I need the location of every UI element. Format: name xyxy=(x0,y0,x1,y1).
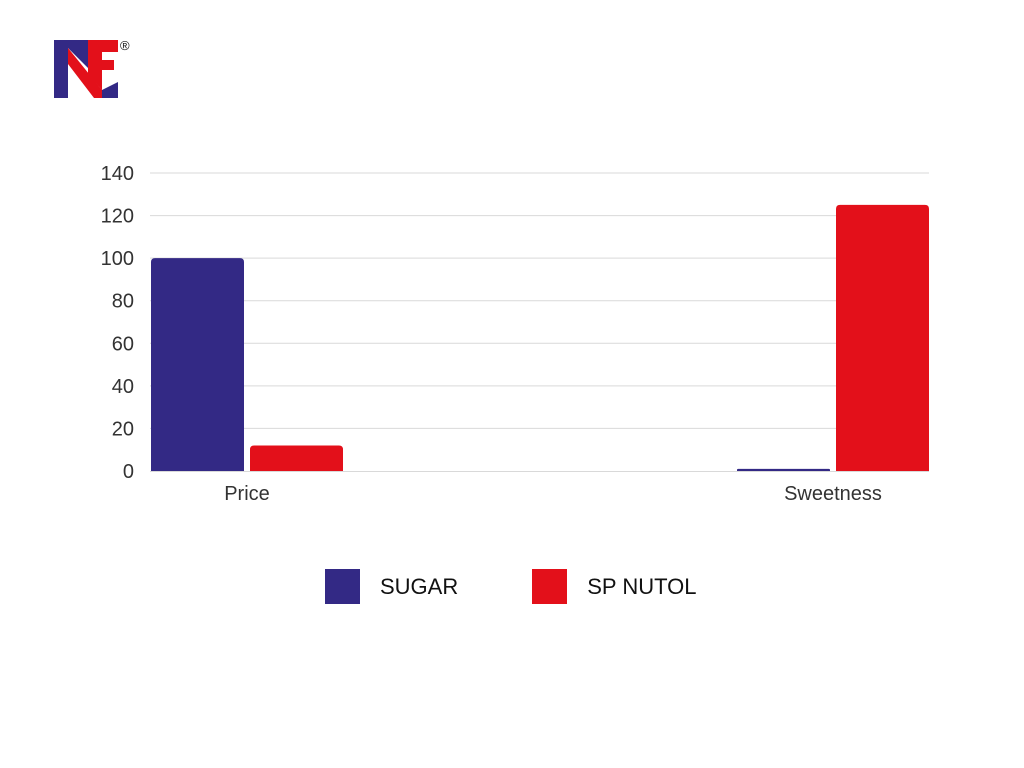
legend-label-sugar: SUGAR xyxy=(380,573,459,599)
legend-item-sp-nutol: SP NUTOL xyxy=(532,569,696,604)
x-axis-categories: Price Sweetness xyxy=(224,483,882,505)
legend-item-sugar: SUGAR xyxy=(325,569,458,604)
y-tick-label: 20 xyxy=(112,418,134,440)
bar-sugar-sweetness xyxy=(737,468,830,471)
bars xyxy=(151,204,929,471)
y-tick-label: 120 xyxy=(101,206,134,228)
registered-mark: ® xyxy=(120,38,130,53)
nf-brand-logo-icon: ® xyxy=(54,38,130,98)
bar-sp-nutol-sweetness xyxy=(836,204,929,471)
y-tick-label: 140 xyxy=(101,163,134,185)
y-tick-label: 40 xyxy=(112,376,134,398)
y-tick-label: 60 xyxy=(112,333,134,355)
x-category-label: Sweetness xyxy=(784,483,882,505)
legend-swatch-sugar xyxy=(325,569,360,604)
chart-legend: SUGAR SP NUTOL xyxy=(325,569,696,604)
bar-sp-nutol-price xyxy=(250,445,343,471)
y-tick-label: 80 xyxy=(112,291,134,313)
y-tick-label: 0 xyxy=(123,461,134,483)
bar-sugar-price xyxy=(151,258,244,471)
y-tick-label: 100 xyxy=(101,248,134,270)
legend-swatch-sp-nutol xyxy=(532,569,568,604)
legend-label-sp-nutol: SP NUTOL xyxy=(587,573,697,599)
x-category-label: Price xyxy=(224,483,270,505)
grid-lines xyxy=(150,172,929,429)
y-axis-ticks: 0 20 40 60 80 100 120 140 xyxy=(101,163,134,483)
